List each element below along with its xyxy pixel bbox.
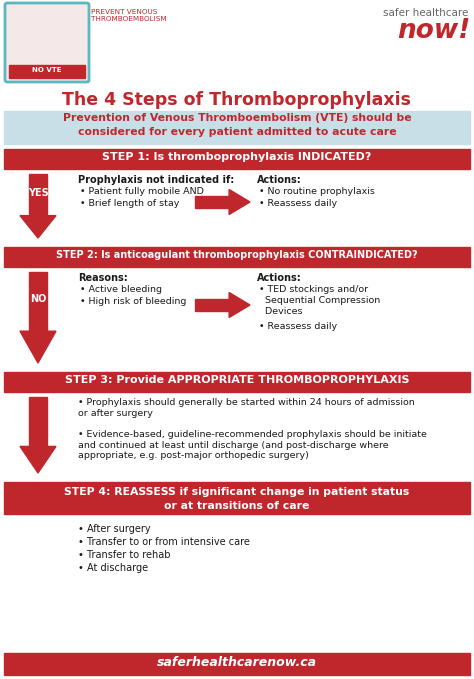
Text: • Brief length of stay: • Brief length of stay [80,199,179,208]
Text: • After surgery: • After surgery [78,524,151,534]
FancyBboxPatch shape [5,3,89,82]
Text: Actions:: Actions: [257,273,302,283]
Polygon shape [229,189,250,215]
Bar [4,149,470,169]
Text: or at transitions of care: or at transitions of care [164,501,310,511]
Bar [28,174,47,216]
Bar [4,247,470,267]
Polygon shape [20,331,56,363]
Text: NO: NO [30,293,46,304]
Bar [9,65,85,78]
Text: Prophylaxis not indicated if:: Prophylaxis not indicated if: [78,175,234,185]
Text: • TED stockings and/or
  Sequential Compression
  Devices: • TED stockings and/or Sequential Compre… [259,285,380,316]
Bar [28,272,47,331]
Text: considered for every patient admitted to acute care: considered for every patient admitted to… [78,127,396,137]
Text: • No routine prophylaxis: • No routine prophylaxis [259,187,375,196]
Bar [4,653,470,675]
Text: YES: YES [27,187,48,198]
Bar [0,0,474,89]
Text: • Reassess daily: • Reassess daily [259,199,337,208]
Bar [4,111,470,144]
Bar [4,372,470,392]
Text: STEP 1: Is thromboprophylaxis INDICATED?: STEP 1: Is thromboprophylaxis INDICATED? [102,152,372,162]
Text: The 4 Steps of Thromboprophylaxis: The 4 Steps of Thromboprophylaxis [63,91,411,109]
Text: • Reassess daily: • Reassess daily [259,322,337,331]
Text: Actions:: Actions: [257,175,302,185]
Text: STEP 3: Provide APPROPRIATE THROMBOPROPHYLAXIS: STEP 3: Provide APPROPRIATE THROMBOPROPH… [65,375,409,385]
Bar [4,482,470,514]
Polygon shape [229,293,250,318]
Text: • Prophylaxis should generally be started within 24 hours of admission
or after : • Prophylaxis should generally be starte… [78,398,415,418]
Bar [195,299,229,311]
Text: saferhealthcarenow.ca: saferhealthcarenow.ca [157,656,317,669]
Text: NO VTE: NO VTE [32,67,62,73]
Polygon shape [20,216,56,238]
Text: Prevention of Venous Thromboembolism (VTE) should be: Prevention of Venous Thromboembolism (VT… [63,113,411,123]
Text: • Transfer to rehab: • Transfer to rehab [78,550,171,560]
Text: • Transfer to or from intensive care: • Transfer to or from intensive care [78,537,250,547]
Text: • Active bleeding: • Active bleeding [80,285,162,294]
Text: • Evidence-based, guideline-recommended prophylaxis should be initiate
and conti: • Evidence-based, guideline-recommended … [78,430,427,460]
Bar [195,196,229,208]
Polygon shape [20,446,56,473]
Text: STEP 4: REASSESS if significant change in patient status: STEP 4: REASSESS if significant change i… [64,487,410,497]
Text: • High risk of bleeding: • High risk of bleeding [80,297,186,306]
Text: Reasons:: Reasons: [78,273,128,283]
Text: PREVENT VENOUS
THROMBOEMBOLISM: PREVENT VENOUS THROMBOEMBOLISM [91,9,167,22]
Text: safer healthcare: safer healthcare [383,8,468,18]
Bar [28,397,47,446]
Text: STEP 2: Is anticoagulant thromboprophylaxis CONTRAINDICATED?: STEP 2: Is anticoagulant thromboprophyla… [56,250,418,260]
Text: now!: now! [397,18,470,44]
Text: • At discharge: • At discharge [78,563,148,573]
Text: • Patient fully mobile AND: • Patient fully mobile AND [80,187,204,196]
